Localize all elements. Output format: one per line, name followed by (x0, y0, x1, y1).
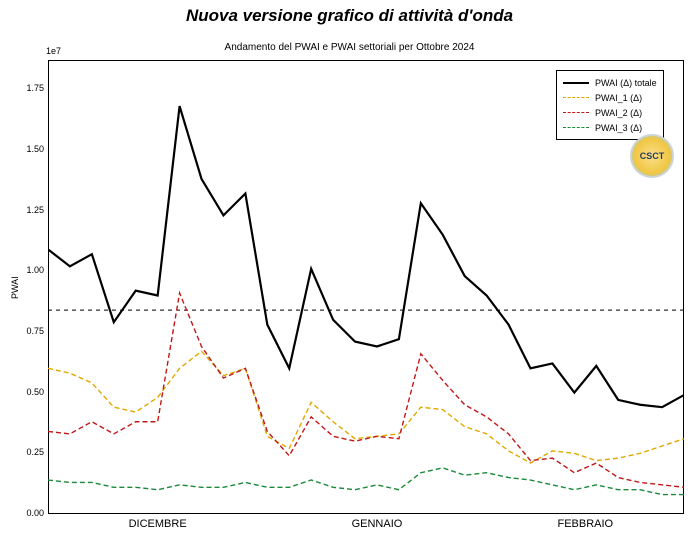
legend-swatch (563, 97, 589, 98)
legend-item: PWAI_2 (Δ) (563, 105, 657, 120)
y-tick-label: 1.00 (14, 265, 44, 275)
legend-label: PWAI_3 (Δ) (595, 123, 642, 133)
x-tick-label: FEBBRAIO (557, 518, 613, 530)
y-axis-label: PWAI (10, 276, 20, 299)
x-tick-label: GENNAIO (352, 518, 403, 530)
y-tick-label: 1.50 (14, 144, 44, 154)
series-line (48, 468, 684, 495)
series-line (48, 351, 684, 463)
logo-badge: CSCT (630, 134, 674, 178)
y-axis-scale-label: 1e7 (46, 46, 61, 56)
legend-swatch (563, 112, 589, 113)
y-tick-label: 0.25 (14, 447, 44, 457)
y-tick-label: 1.25 (14, 205, 44, 215)
legend-box: PWAI (Δ) totale PWAI_1 (Δ) PWAI_2 (Δ) PWAI_… (556, 70, 664, 140)
legend-swatch (563, 127, 589, 128)
legend-item: PWAI (Δ) totale (563, 75, 657, 90)
legend-item: PWAI_1 (Δ) (563, 90, 657, 105)
legend-label: PWAI_2 (Δ) (595, 108, 642, 118)
y-tick-label: 0.50 (14, 387, 44, 397)
series-line (48, 106, 684, 407)
page-root: Nuova versione grafico di attività d'ond… (0, 0, 699, 538)
y-tick-label: 0.75 (14, 326, 44, 336)
legend-swatch (563, 82, 589, 84)
logo-text: CSCT (640, 151, 665, 161)
series-line (48, 293, 684, 487)
x-tick-label: DICEMBRE (129, 518, 187, 530)
y-tick-label: 0.00 (14, 508, 44, 518)
legend-label: PWAI_1 (Δ) (595, 93, 642, 103)
legend-item: PWAI_3 (Δ) (563, 120, 657, 135)
chart-main-title: Nuova versione grafico di attività d'ond… (0, 6, 699, 26)
y-tick-label: 1.75 (14, 83, 44, 93)
legend-label: PWAI (Δ) totale (595, 78, 657, 88)
chart-subtitle: Andamento del PWAI e PWAI settoriali per… (0, 42, 699, 53)
